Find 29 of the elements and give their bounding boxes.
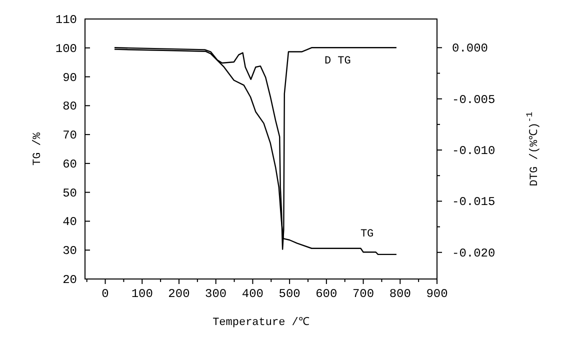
x-tick-label: 200 [168,287,190,301]
y-tick-label: 70 [62,128,77,143]
x-tick-label: 600 [316,287,338,301]
y2-tick-label: -0.010 [452,144,496,158]
y2-tick-label: -0.015 [452,195,496,210]
x-tick-label: 400 [242,287,264,301]
y-tick-label: 20 [62,273,77,287]
y2-tick-label: -0.005 [452,92,496,107]
x-tick-label: 300 [205,287,227,301]
x-tick-label: 100 [131,287,153,301]
y-tick-label: 100 [55,42,77,56]
y-tick-label: 40 [62,215,77,230]
series-label: TG [360,228,374,240]
x-tick-label: 700 [352,287,374,301]
x-tick-label: 800 [389,287,411,301]
y-tick-label: 80 [62,100,77,114]
x-tick-label: 500 [278,287,300,301]
y-tick-label: 50 [62,186,77,200]
y-tick-label: 30 [62,244,77,258]
x-tick-label: 0 [102,287,109,301]
x-tick-label: 900 [426,287,448,301]
y2-tick-label: -0.020 [452,246,496,260]
series-label: D TG [324,56,351,68]
x-axis-title: Temperature /℃ [212,317,310,329]
y-axis-title: TG /% [32,132,44,166]
y-tick-label: 90 [62,70,77,85]
y2-tick-label: 0.000 [452,42,488,56]
y-tick-label: 110 [55,13,77,27]
y-tick-label: 60 [62,157,77,172]
